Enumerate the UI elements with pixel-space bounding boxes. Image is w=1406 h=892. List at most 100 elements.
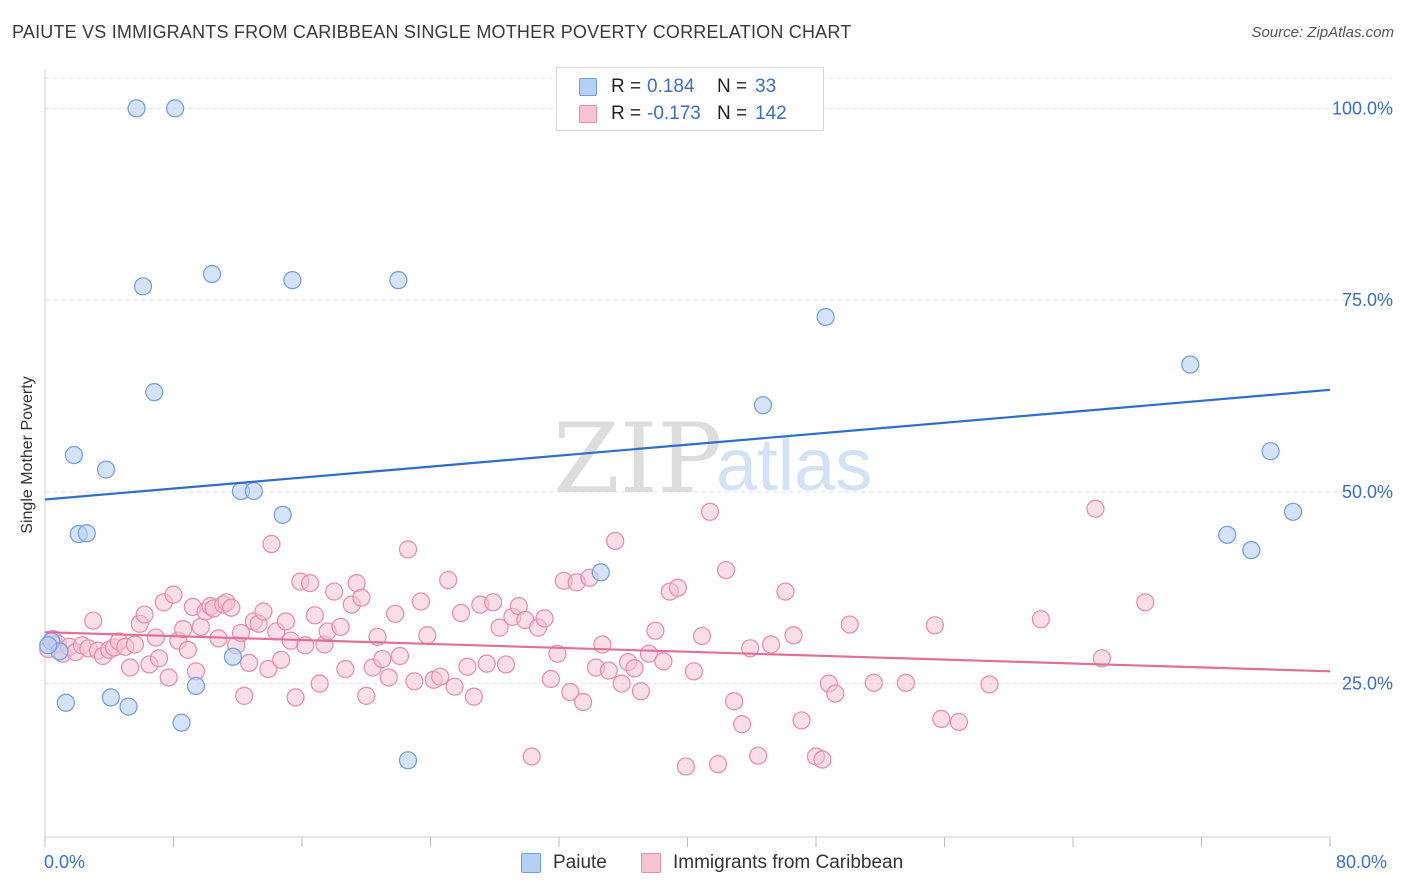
paiute-trend-line (44, 388, 1331, 501)
caribbean-point (668, 578, 687, 597)
paiute-legend-label: Paiute (553, 852, 607, 873)
paiute-point (202, 264, 222, 284)
caribbean-point (439, 570, 458, 590)
paiute-point (223, 647, 243, 666)
caribbean-point (286, 688, 305, 707)
paiute-point (273, 505, 292, 524)
paiute-point (186, 676, 206, 696)
paiute-point (591, 563, 610, 582)
n-value: 142 (755, 103, 787, 124)
caribbean-point (149, 649, 169, 668)
axes (44, 70, 1331, 847)
x-tick-label-max: 80.0% (1336, 852, 1388, 872)
caribbean-point (708, 755, 728, 774)
caribbean-point (418, 626, 437, 645)
caribbean-point (254, 602, 273, 621)
caribbean-point (445, 677, 464, 696)
y-tick-label: 50.0% (1342, 482, 1393, 502)
caribbean-point (932, 709, 951, 728)
caribbean-point (178, 640, 198, 659)
caribbean-point (724, 692, 744, 711)
caribbean-point (164, 585, 183, 604)
chart-title: PAIUTE VS IMMIGRANTS FROM CARIBBEAN SING… (12, 22, 852, 42)
paiute-point (64, 445, 84, 465)
grid-lines (45, 77, 1392, 685)
caribbean-point (606, 531, 625, 551)
caribbean-point (373, 649, 392, 669)
y-tick-labels: 25.0% 50.0% 75.0% 100.0% (1332, 98, 1393, 693)
caribbean-point (431, 667, 450, 686)
caribbean-point (305, 606, 324, 625)
paiute-point (389, 271, 408, 290)
caribbean-point (612, 674, 631, 693)
caribbean-point (925, 616, 944, 635)
caribbean-point (368, 627, 387, 646)
paiute-point (1261, 442, 1280, 461)
caribbean-point (864, 673, 883, 692)
caribbean-point (477, 654, 496, 673)
caribbean-point (535, 609, 554, 628)
caribbean-point (331, 617, 350, 636)
caribbean-point (458, 657, 477, 676)
caribbean-point (135, 605, 154, 624)
caribbean-point (625, 659, 644, 678)
caribbean-point (1086, 499, 1105, 518)
caribbean-point (1092, 649, 1112, 668)
paiute-point (119, 697, 138, 716)
caribbean-point (646, 621, 665, 640)
caribbean-point (121, 658, 140, 677)
paiute-point (816, 307, 835, 327)
y-tick-label: 25.0% (1342, 674, 1393, 694)
bottom-legend-caribbean: Immigrants from Caribbean (641, 852, 903, 874)
paiute-point (398, 751, 418, 770)
caribbean-point (784, 626, 803, 645)
caribbean-point (411, 592, 430, 611)
caribbean-point (1136, 593, 1155, 612)
caribbean-point (276, 612, 296, 631)
paiute-point (1218, 525, 1237, 544)
caribbean-point (464, 687, 483, 706)
caribbean-point (484, 593, 503, 612)
caribbean-legend-swatch (641, 853, 661, 873)
n-label: N = (717, 76, 748, 97)
paiute-point (244, 481, 263, 501)
caribbean-point (654, 652, 673, 671)
caribbean-point (352, 588, 371, 607)
caribbean-point (792, 711, 811, 730)
caribbean-point (573, 692, 593, 712)
caribbean-point (733, 715, 752, 734)
legend-row-paiute: R = 0.184 N = 33 (579, 74, 776, 100)
caribbean-point (405, 672, 424, 691)
paiute-point (166, 99, 185, 118)
caribbean-point (191, 617, 210, 636)
paiute-point (39, 636, 58, 655)
caribbean-point (159, 668, 178, 687)
caribbean-point (631, 682, 651, 701)
paiute-point (96, 460, 116, 479)
caribbean-point (386, 604, 405, 623)
caribbean-point (496, 655, 516, 674)
paiute-point (133, 277, 153, 296)
caribbean-point (239, 653, 259, 672)
caribbean-point (222, 598, 241, 617)
paiute-point (101, 688, 120, 707)
caribbean-point (259, 659, 278, 679)
caribbean-point (684, 662, 704, 681)
caribbean-point (761, 635, 781, 654)
r-value: -0.173 (647, 103, 701, 124)
paiute-point (127, 99, 146, 118)
y-tick-label: 75.0% (1342, 290, 1393, 310)
bottom-legend-paiute: Paiute (521, 852, 607, 874)
paiute-point (145, 383, 164, 402)
caribbean-point (174, 620, 193, 639)
paiute-point (77, 524, 96, 543)
caribbean-point (561, 682, 580, 702)
caribbean-swatch (579, 105, 597, 123)
caribbean-point (84, 611, 103, 630)
r-label: R = (611, 103, 642, 124)
paiute-points (39, 99, 1303, 770)
caribbean-point (949, 712, 969, 732)
caribbean-legend-label: Immigrants from Caribbean (673, 852, 904, 873)
caribbean-points (39, 499, 1155, 776)
